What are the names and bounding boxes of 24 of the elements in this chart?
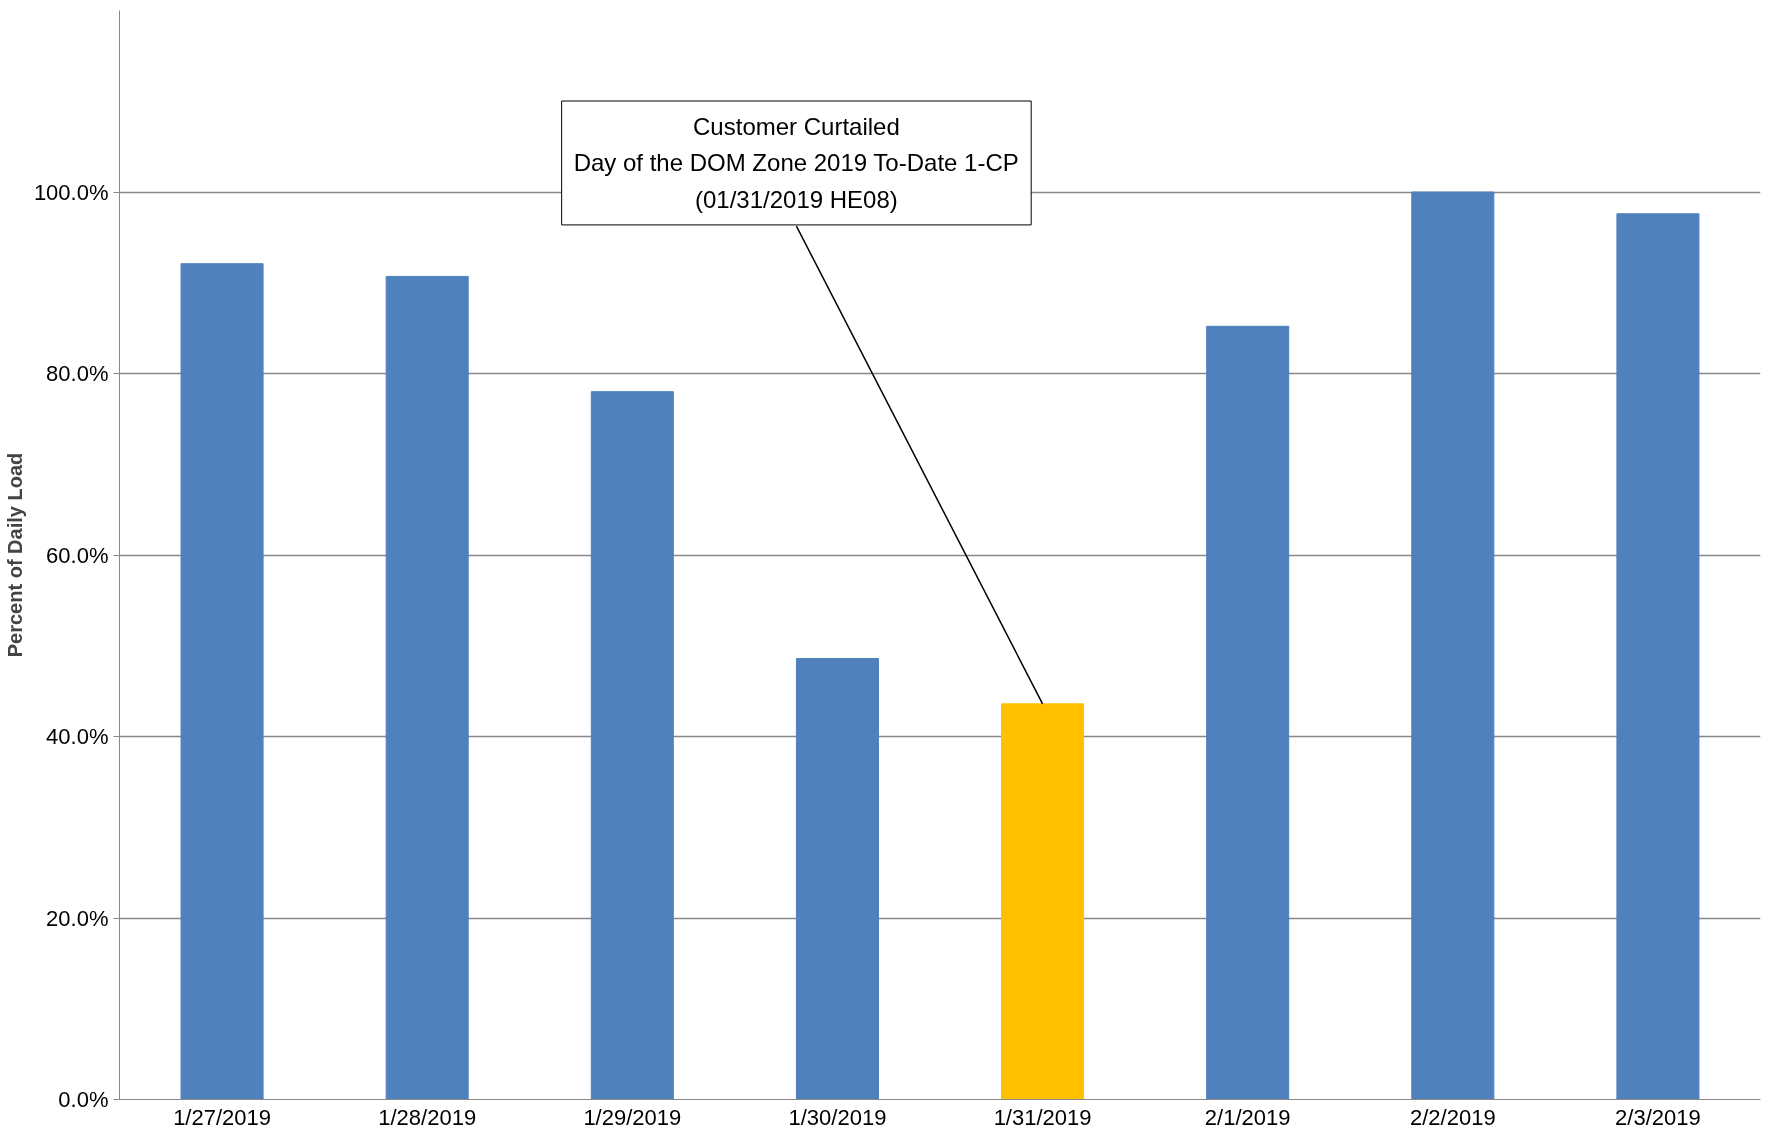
bar xyxy=(1616,213,1700,1100)
x-tick-label: 1/31/2019 xyxy=(993,1104,1092,1130)
y-tick-label: 40.0% xyxy=(46,724,109,749)
x-tick-label: 1/30/2019 xyxy=(788,1104,887,1130)
y-axis-title: Percent of Daily Load xyxy=(3,452,26,658)
x-tick-label: 1/29/2019 xyxy=(583,1104,682,1130)
y-tick-label: 60.0% xyxy=(46,542,109,568)
bar xyxy=(385,275,469,1100)
x-tick-label: 1/28/2019 xyxy=(378,1104,477,1130)
x-tick-label: 1/27/2019 xyxy=(173,1104,271,1130)
bar xyxy=(1206,325,1290,1100)
bar xyxy=(590,391,674,1100)
annotation: Customer Curtailed Day of the DOM Zone 2019 To-Date 1-CP (01/31/2019 HE08) xyxy=(573,113,1019,213)
y-tick-label: 100.0% xyxy=(33,179,109,205)
y-tick-label: 20.0% xyxy=(46,905,109,931)
bar xyxy=(1411,191,1495,1100)
bar xyxy=(180,263,264,1100)
bar xyxy=(1001,703,1085,1100)
bar xyxy=(795,657,879,1100)
y-tick-label: 80.0% xyxy=(46,361,109,386)
x-tick-label: 2/1/2019 xyxy=(1204,1104,1291,1130)
x-tick-label: 2/3/2019 xyxy=(1615,1104,1701,1130)
y-tick-label: 0.0% xyxy=(58,1087,109,1112)
x-tick-label: 2/2/2019 xyxy=(1409,1104,1496,1130)
